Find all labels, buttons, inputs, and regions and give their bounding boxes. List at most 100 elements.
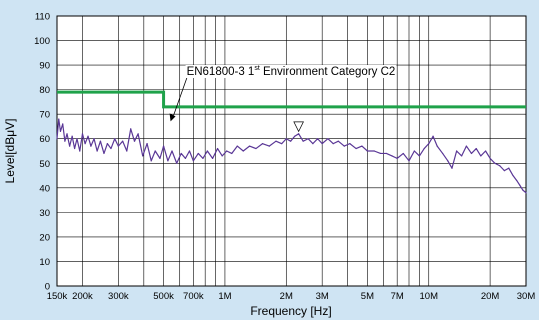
data-point xyxy=(302,140,304,142)
data-point xyxy=(150,160,152,162)
y-tick-label: 110 xyxy=(35,12,50,23)
data-point xyxy=(337,140,339,142)
limit-annotation: EN61800-3 1st Environment Category C2 xyxy=(187,65,396,78)
data-point xyxy=(475,147,477,150)
data-point xyxy=(516,179,518,182)
data-point xyxy=(327,138,329,140)
data-point xyxy=(494,162,496,164)
data-point xyxy=(512,174,514,177)
y-tick-label: 20 xyxy=(39,232,50,243)
data-point xyxy=(312,143,314,145)
data-point xyxy=(212,157,214,159)
data-point xyxy=(167,160,169,162)
peak-marker: ▽ xyxy=(293,117,304,133)
data-point xyxy=(90,145,92,147)
data-point xyxy=(137,133,139,135)
data-point xyxy=(202,157,204,159)
data-point xyxy=(248,145,251,147)
x-tick-label: 700k xyxy=(183,291,204,302)
data-point xyxy=(503,170,505,172)
data-point xyxy=(255,147,257,150)
data-point xyxy=(103,152,105,155)
data-point xyxy=(62,123,64,125)
data-point xyxy=(66,133,68,135)
data-point xyxy=(519,184,521,186)
data-point xyxy=(206,150,208,152)
data-point xyxy=(480,155,482,157)
data-point xyxy=(69,145,71,147)
data-point xyxy=(236,145,238,147)
data-point xyxy=(99,140,102,142)
data-point xyxy=(470,152,473,155)
data-point xyxy=(447,160,449,162)
y-tick-label: 70 xyxy=(39,110,50,121)
y-tick-label: 90 xyxy=(39,61,50,72)
data-point xyxy=(188,150,191,152)
data-point xyxy=(423,147,425,150)
annotation-background xyxy=(185,65,397,78)
y-tick-labels: 0 10 20 30 40 50 60 70 80 90 100 110 xyxy=(34,12,50,293)
data-point xyxy=(461,155,463,157)
data-point xyxy=(321,143,323,145)
x-tick-label: 300k xyxy=(108,291,129,302)
x-tick-label: 7M xyxy=(391,291,404,302)
x-tick-label: 30M xyxy=(517,291,536,302)
data-point xyxy=(525,192,527,194)
data-point xyxy=(343,145,345,147)
y-tick-label: 60 xyxy=(39,134,50,145)
data-point xyxy=(171,150,173,152)
data-point xyxy=(332,143,334,145)
data-point xyxy=(197,152,199,155)
data-point xyxy=(418,155,421,157)
annotation-superscript: st xyxy=(254,65,260,72)
data-point xyxy=(64,140,66,142)
x-axis-label: Frequency [Hz] xyxy=(250,304,331,318)
data-point xyxy=(290,140,292,142)
data-point xyxy=(71,135,73,137)
data-point xyxy=(59,130,62,132)
data-point xyxy=(231,152,233,155)
series-points xyxy=(56,118,527,194)
data-point xyxy=(268,145,270,147)
data-point xyxy=(456,150,458,152)
data-point xyxy=(432,135,434,137)
data-point xyxy=(379,152,382,155)
plot-frame xyxy=(56,15,527,287)
x-tick-label: 2M xyxy=(280,291,293,302)
annotation-text-start: EN61800-3 1 xyxy=(187,66,255,78)
x-tick-labels: 150k 200k 300k 500k 700k 1M 2M 3M 5M 7M 10M 20M 30M xyxy=(47,291,536,302)
limit-line xyxy=(57,90,526,109)
x-tick-label: 10M xyxy=(420,291,439,302)
y-tick-label: 50 xyxy=(39,159,50,170)
data-point xyxy=(285,138,287,140)
data-point xyxy=(159,157,161,159)
data-point xyxy=(391,155,393,157)
data-point xyxy=(74,147,76,150)
data-point xyxy=(162,145,165,147)
data-point xyxy=(133,140,136,142)
y-tick-label: 40 xyxy=(39,183,50,194)
data-point xyxy=(298,133,300,135)
annotation-leader xyxy=(173,72,189,116)
data-point xyxy=(126,150,128,152)
data-point xyxy=(122,140,124,142)
data-point xyxy=(428,143,430,145)
data-point xyxy=(484,150,487,152)
data-point xyxy=(110,147,112,150)
data-point xyxy=(84,143,86,145)
data-point xyxy=(261,143,264,145)
data-point xyxy=(442,152,444,155)
data-point xyxy=(436,145,438,147)
plot-area xyxy=(57,16,526,286)
data-point xyxy=(242,150,244,152)
x-tick-label: 150k xyxy=(47,291,68,302)
data-point xyxy=(373,150,375,152)
data-point xyxy=(489,157,491,159)
data-point xyxy=(81,133,84,135)
data-point xyxy=(307,138,309,140)
y-tick-label: 100 xyxy=(34,36,50,47)
data-point xyxy=(176,162,178,164)
x-tick-label: 20M xyxy=(481,291,500,302)
data-point xyxy=(508,167,510,169)
